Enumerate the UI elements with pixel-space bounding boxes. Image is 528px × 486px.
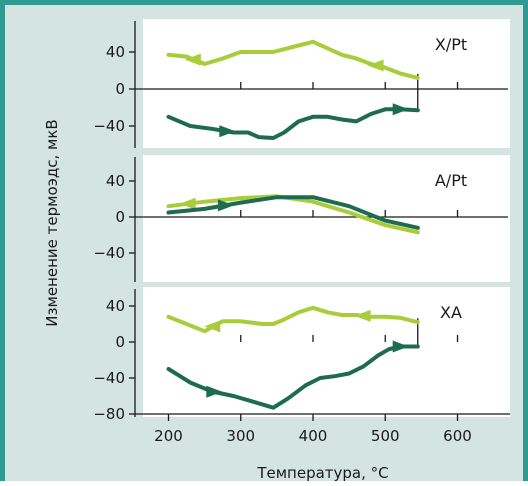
panel-label: XA	[440, 303, 462, 322]
y-tick-label: −40	[93, 117, 125, 135]
chart-panels: 40 0 −40 X/Pt 40 0 −40 A/Pt 40 0 −40 −80 XA	[93, 19, 510, 423]
y-tick-label: 40	[106, 297, 125, 315]
panel-label: X/Pt	[435, 35, 467, 54]
panel-label: A/Pt	[435, 171, 467, 190]
direction-arrow-heating	[392, 103, 409, 116]
x-axis: 200 300 400 500 600	[135, 413, 510, 445]
y-tick-label: 40	[106, 172, 125, 190]
y-tick-label: 0	[115, 80, 125, 98]
x-axis-title: Температура, °C	[256, 464, 388, 482]
y-tick-label: 0	[115, 208, 125, 226]
series-line-heating	[166, 344, 420, 410]
x-tick-label: 600	[443, 427, 472, 445]
x-tick-label: 500	[371, 427, 400, 445]
panel-1: 40 0 −40 X/Pt	[93, 19, 510, 148]
y-axis-title: Изменение термоэдс, мкВ	[43, 119, 61, 326]
panel-3: 40 0 −40 −80 XA	[93, 287, 510, 423]
y-tick-label: 0	[115, 333, 125, 351]
direction-arrow-cooling	[204, 320, 221, 333]
direction-arrow-heating	[392, 340, 409, 353]
x-tick-label: 300	[226, 427, 255, 445]
direction-arrow-cooling	[184, 53, 201, 66]
x-tick-label: 400	[299, 427, 328, 445]
panel-2: 40 0 −40 A/Pt	[93, 155, 510, 282]
panel-background	[143, 155, 510, 282]
direction-arrow-heating	[219, 125, 236, 138]
panel-background	[143, 287, 510, 417]
y-tick-label: −40	[93, 369, 125, 387]
direction-arrow-heating	[217, 199, 234, 212]
direction-arrow-cooling	[179, 197, 196, 210]
y-tick-label: −40	[93, 244, 125, 262]
x-tick-label: 200	[154, 427, 183, 445]
direction-arrow-cooling	[367, 59, 384, 72]
direction-arrow-cooling	[354, 309, 371, 322]
direction-arrow-heating	[206, 385, 223, 398]
series-line-heating	[166, 195, 420, 230]
y-tick-label: −80	[93, 405, 125, 423]
y-tick-label: 40	[106, 43, 125, 61]
